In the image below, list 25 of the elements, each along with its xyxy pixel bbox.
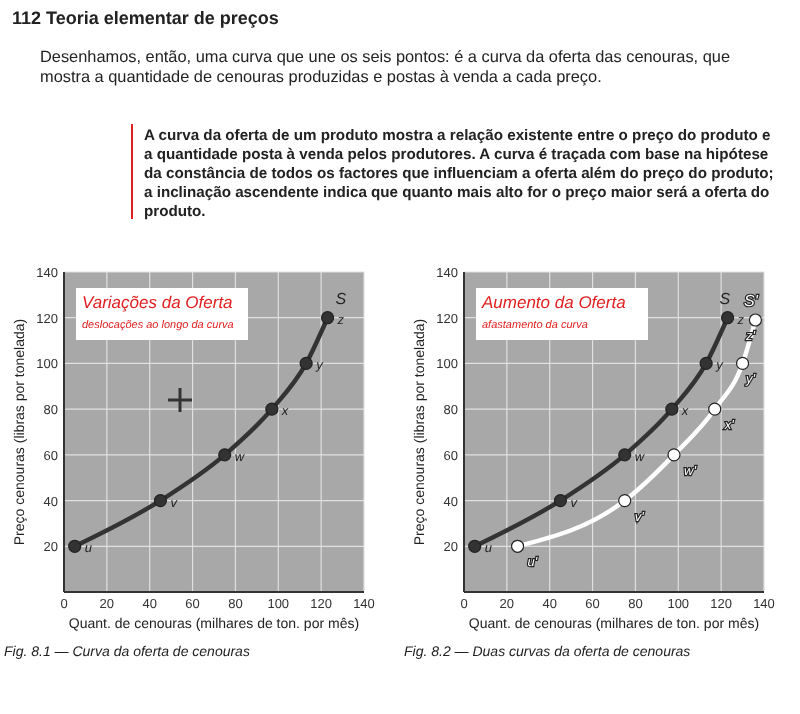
point: [665, 402, 679, 416]
point: [218, 448, 232, 462]
series-label: S: [719, 289, 732, 308]
point: [748, 313, 763, 327]
point: [510, 539, 525, 553]
point: [618, 493, 632, 508]
text: 112 Teoria elementar de preços: [12, 8, 279, 28]
text: Aumento da Oferta: [480, 292, 627, 312]
series-label: S: [335, 289, 348, 308]
point: [720, 311, 735, 325]
point: [667, 448, 681, 462]
point: [618, 448, 632, 462]
point: [699, 356, 713, 371]
point: [153, 493, 168, 508]
point: [553, 493, 568, 508]
text: Desenhamos, então, uma curva que une os seis pontos: é a curva da oferta das cenouras, que mostra a quantidade de cenouras produzidas e postas à venda a cada preço.: [40, 48, 731, 86]
point: [299, 356, 313, 371]
point: [320, 311, 335, 325]
point: [68, 539, 82, 553]
point: [708, 402, 722, 416]
text: Variações da Oferta: [82, 292, 234, 312]
point: [265, 402, 279, 416]
series-label: S': [744, 292, 759, 310]
point: [735, 356, 750, 371]
point: [468, 539, 482, 553]
